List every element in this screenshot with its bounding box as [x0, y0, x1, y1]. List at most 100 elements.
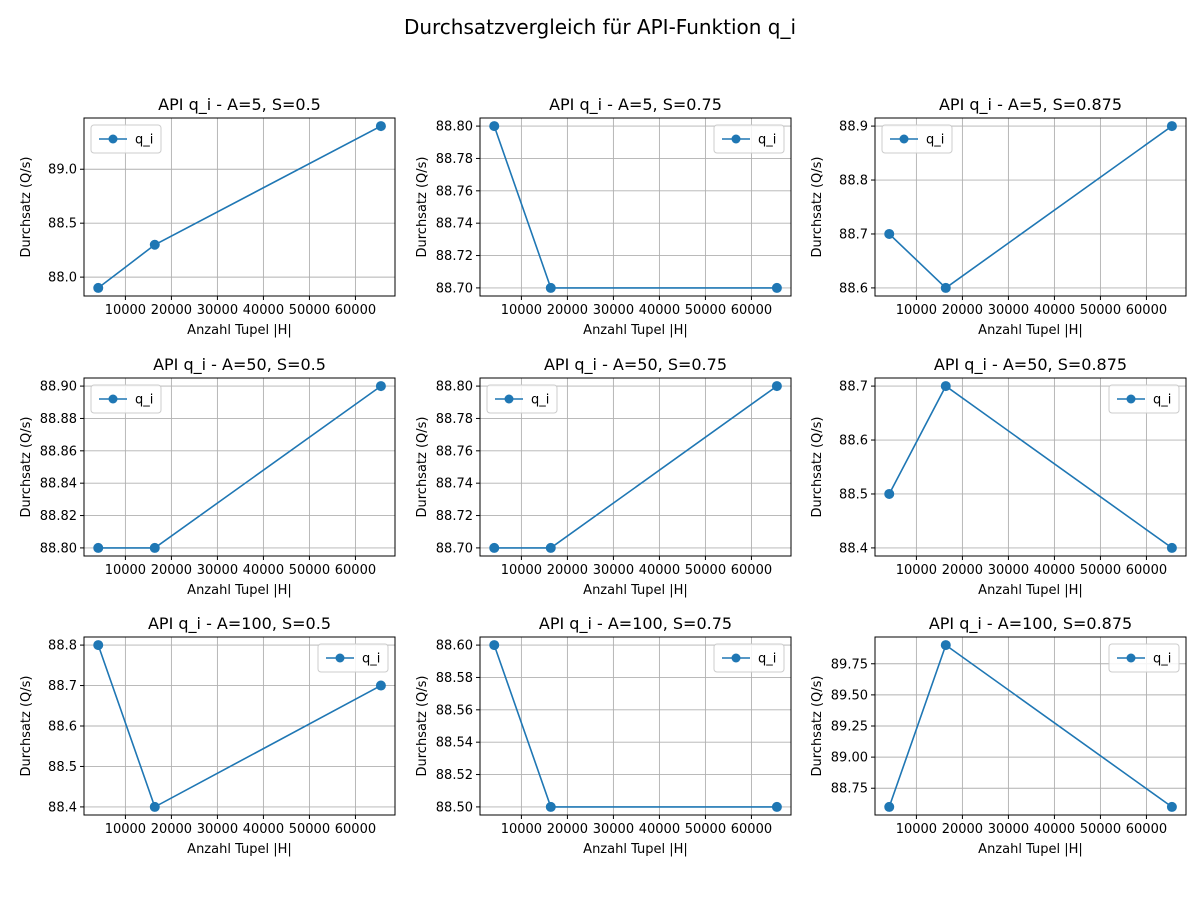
x-tick-label: 10000: [105, 303, 146, 318]
x-tick-label: 60000: [731, 563, 772, 578]
legend: q_i: [486, 384, 558, 414]
x-tick-label: 20000: [547, 303, 588, 318]
data-point: [489, 640, 500, 651]
legend-label: q_i: [135, 133, 153, 148]
x-tick-label: 50000: [685, 822, 726, 837]
x-tick-label: 40000: [243, 822, 284, 837]
y-tick-label: 88.76: [436, 184, 473, 199]
subplot-title: API q_i - A=50, S=0.75: [544, 355, 727, 375]
y-tick-label: 88.78: [436, 152, 473, 167]
y-tick-label: 88.70: [436, 281, 473, 296]
y-tick-label: 88.70: [436, 541, 473, 556]
x-tick-label: 40000: [243, 563, 284, 578]
y-axis-label: Durchsatz (Q/s): [19, 675, 34, 776]
data-point: [375, 121, 386, 132]
y-tick-label: 88.6: [48, 720, 77, 735]
y-tick-label: 88.86: [40, 444, 77, 459]
data-point: [93, 282, 104, 293]
legend-marker-icon: [1126, 653, 1136, 663]
y-tick-label: 88.84: [40, 477, 77, 492]
y-tick-label: 88.6: [839, 281, 868, 296]
legend-marker-icon: [108, 134, 118, 144]
x-tick-label: 40000: [1034, 822, 1075, 837]
subplot-grid: 10000 20000 30000 40000 50000 60000 88.0 88.5 89…: [19, 95, 1187, 857]
x-tick-label: 20000: [942, 563, 983, 578]
x-tick-label: 50000: [1080, 303, 1121, 318]
data-point: [940, 282, 951, 293]
x-tick-label: 10000: [896, 822, 937, 837]
data-point: [93, 542, 104, 553]
y-tick-label: 88.7: [48, 679, 77, 694]
legend-marker-icon: [335, 653, 345, 663]
legend: q_i: [90, 384, 162, 414]
y-tick-label: 88.82: [40, 509, 77, 524]
y-tick-label: 88.72: [436, 249, 473, 264]
data-point: [1166, 542, 1177, 553]
data-point: [545, 801, 556, 812]
legend-label: q_i: [926, 133, 944, 148]
subplot-2: 10000 20000 30000 40000 50000 60000 88.70 88.72…: [415, 95, 792, 338]
x-tick-label: 10000: [501, 303, 542, 318]
y-tick-label: 88.6: [839, 434, 868, 449]
y-tick-label: 88.4: [48, 800, 77, 815]
x-tick-label: 30000: [197, 822, 238, 837]
x-axis-label: Anzahl Tupel |H|: [583, 323, 688, 338]
x-tick-label: 60000: [1126, 303, 1167, 318]
x-tick-label: 40000: [639, 822, 680, 837]
y-tick-label: 88.74: [436, 217, 473, 232]
x-tick-label: 60000: [335, 822, 376, 837]
y-axis-label: Durchsatz (Q/s): [415, 156, 430, 257]
x-tick-label: 10000: [896, 303, 937, 318]
data-point: [149, 542, 160, 553]
data-point: [489, 542, 500, 553]
subplot-title: API q_i - A=5, S=0.5: [158, 95, 321, 115]
legend-label: q_i: [1153, 652, 1171, 667]
x-tick-label: 40000: [639, 563, 680, 578]
axes-frame: [874, 377, 1187, 557]
axes-frame: [479, 377, 792, 557]
data-point: [149, 801, 160, 812]
x-tick-label: 10000: [105, 822, 146, 837]
y-axis-label: Durchsatz (Q/s): [810, 416, 825, 517]
y-tick-label: 88.4: [839, 541, 868, 556]
data-point: [93, 640, 104, 651]
legend-label: q_i: [135, 393, 153, 408]
data-point: [375, 381, 386, 392]
y-tick-label: 88.8: [839, 174, 868, 189]
legend: q_i: [1108, 384, 1180, 414]
data-point: [940, 640, 951, 651]
axes-frame: [83, 117, 396, 297]
y-tick-label: 89.0: [48, 163, 77, 178]
y-tick-label: 88.5: [48, 217, 77, 232]
y-tick-label: 89.00: [831, 751, 868, 766]
legend-label: q_i: [1153, 393, 1171, 408]
y-tick-label: 88.7: [839, 227, 868, 242]
legend-marker-icon: [504, 394, 514, 404]
y-axis-label: Durchsatz (Q/s): [415, 416, 430, 517]
x-tick-label: 20000: [547, 563, 588, 578]
data-point: [771, 801, 782, 812]
grid: [84, 118, 395, 296]
x-tick-label: 40000: [243, 303, 284, 318]
subplot-title: API q_i - A=50, S=0.875: [934, 355, 1127, 375]
y-tick-label: 89.50: [831, 688, 868, 703]
x-tick-label: 30000: [197, 563, 238, 578]
x-tick-label: 40000: [639, 303, 680, 318]
y-axis-label: Durchsatz (Q/s): [810, 156, 825, 257]
x-tick-label: 30000: [988, 563, 1029, 578]
subplot-4: 10000 20000 30000 40000 50000 60000 88.80 88.82…: [19, 355, 396, 598]
y-tick-label: 88.9: [839, 120, 868, 135]
x-tick-label: 60000: [1126, 822, 1167, 837]
y-tick-label: 88.90: [40, 380, 77, 395]
grid: [84, 637, 395, 815]
x-tick-label: 10000: [501, 822, 542, 837]
y-tick-label: 89.75: [831, 657, 868, 672]
subplot-8: 10000 20000 30000 40000 50000 60000 88.50 88.52…: [415, 614, 792, 857]
subplot-title: API q_i - A=5, S=0.75: [549, 95, 722, 115]
data-point: [884, 228, 895, 239]
y-tick-label: 88.50: [436, 800, 473, 815]
y-tick-label: 88.80: [436, 120, 473, 135]
subplot-title: API q_i - A=50, S=0.5: [153, 355, 326, 375]
y-tick-label: 88.80: [436, 380, 473, 395]
